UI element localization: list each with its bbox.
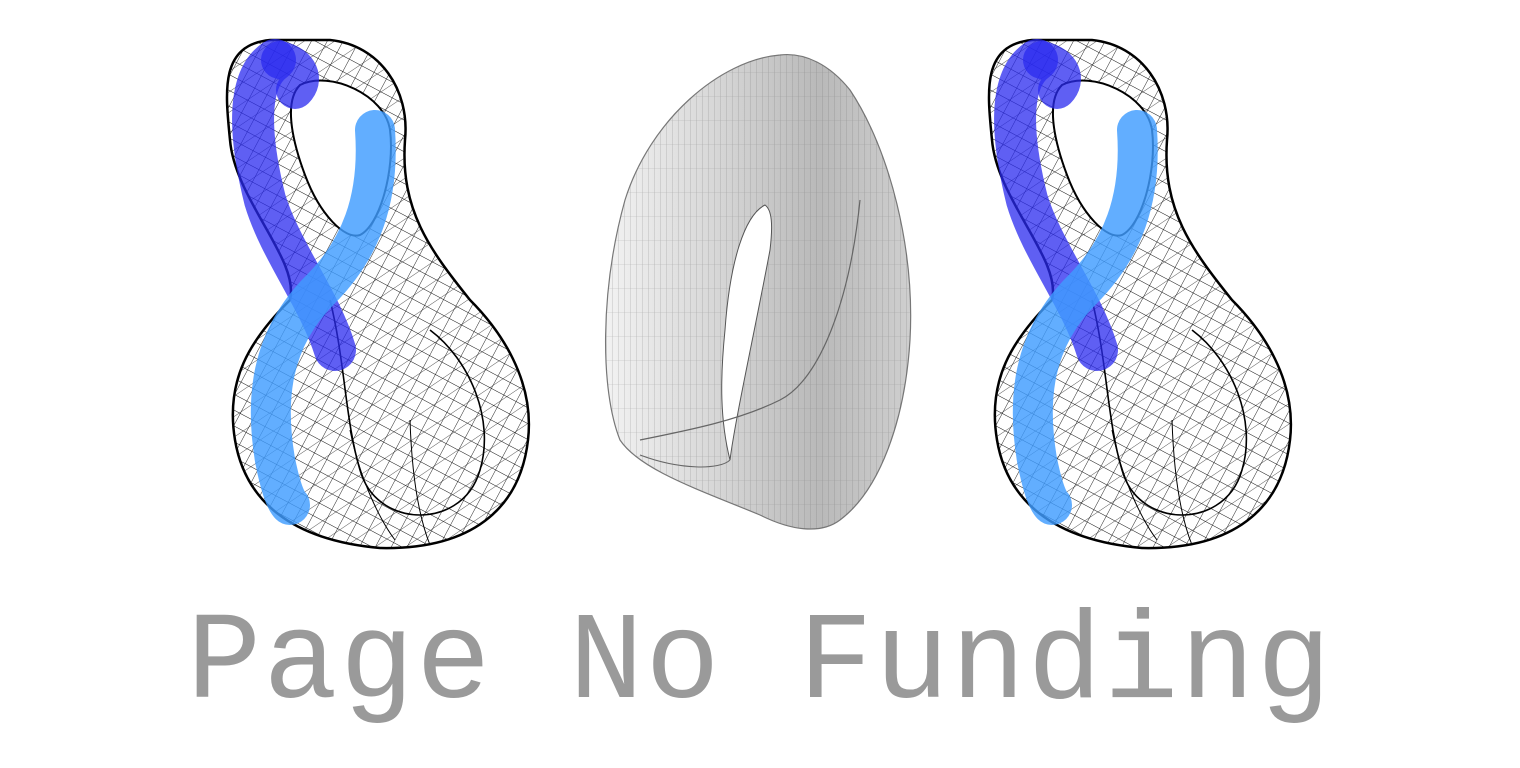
klein-bottle-left: [227, 40, 529, 548]
page-caption: Page No Funding: [186, 595, 1334, 735]
mobius-strip: [605, 53, 912, 530]
klein-bottle-right: [989, 40, 1291, 548]
